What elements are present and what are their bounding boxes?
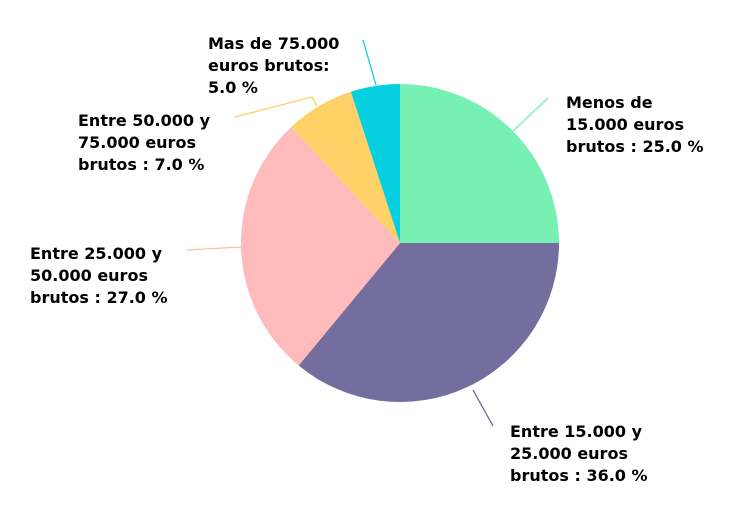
leader-line-entre-15-000-y-25-000-euros-brutos: [472, 389, 494, 427]
leader-lines-layer: [186, 39, 549, 427]
slice-label-line: 5.0 %: [208, 78, 258, 97]
slice-label-line: euros brutos:: [208, 56, 330, 75]
slice-label-line: 50.000 euros: [30, 266, 148, 285]
pie-slice-mas-de-75-000-euros-brutos: [350, 84, 400, 243]
slices-layer: [241, 84, 559, 402]
slice-label-line: 25.000 euros: [510, 444, 628, 463]
pie-slice-menos-de-15-000-euros-brutos: [400, 84, 559, 243]
pie-slice-entre-15-000-y-25-000-euros-brutos: [298, 243, 559, 402]
slice-label-entre-15-000-y-25-000-euros-brutos: Entre 15.000 y 25.000 euros brutos : 36.0 …: [510, 422, 648, 485]
leader-line-entre-50-000-y-75-000-euros-brutos: [234, 96, 318, 118]
slice-label-line: 75.000 euros: [78, 133, 196, 152]
slice-label-line: brutos : 36.0 %: [510, 466, 648, 485]
slice-label-menos-de-15-000-euros-brutos: Menos de 15.000 euros brutos : 25.0 %: [566, 93, 704, 156]
leader-line-mas-de-75-000-euros-brutos: [362, 39, 377, 86]
slice-label-line: Menos de: [566, 93, 653, 112]
labels-layer: Menos de 15.000 euros brutos : 25.0 % Entre…: [30, 34, 704, 485]
slice-label-entre-50-000-y-75-000-euros-brutos: Entre 50.000 y 75.000 euros brutos : 7.0 %: [78, 111, 211, 174]
slice-label-mas-de-75-000-euros-brutos: Mas de 75.000 euros brutos: 5.0 %: [208, 34, 339, 97]
leader-line-menos-de-15-000-euros-brutos: [512, 97, 549, 132]
leader-line-entre-25-000-y-50-000-euros-brutos: [186, 246, 242, 251]
slice-label-line: Entre 25.000 y: [30, 244, 163, 263]
slice-label-line: brutos : 27.0 %: [30, 288, 168, 307]
pie-slice-entre-25-000-y-50-000-euros-brutos: [241, 127, 400, 366]
slice-label-line: brutos : 25.0 %: [566, 137, 704, 156]
slice-label-entre-25-000-y-50-000-euros-brutos: Entre 25.000 y 50.000 euros brutos : 27.0 …: [30, 244, 168, 307]
slice-label-line: Entre 15.000 y: [510, 422, 643, 441]
slice-label-line: Entre 50.000 y: [78, 111, 211, 130]
slice-label-line: brutos : 7.0 %: [78, 155, 204, 174]
slice-label-line: 15.000 euros: [566, 115, 684, 134]
pie-slice-entre-50-000-y-75-000-euros-brutos: [291, 91, 400, 243]
slice-label-line: Mas de 75.000: [208, 34, 339, 53]
